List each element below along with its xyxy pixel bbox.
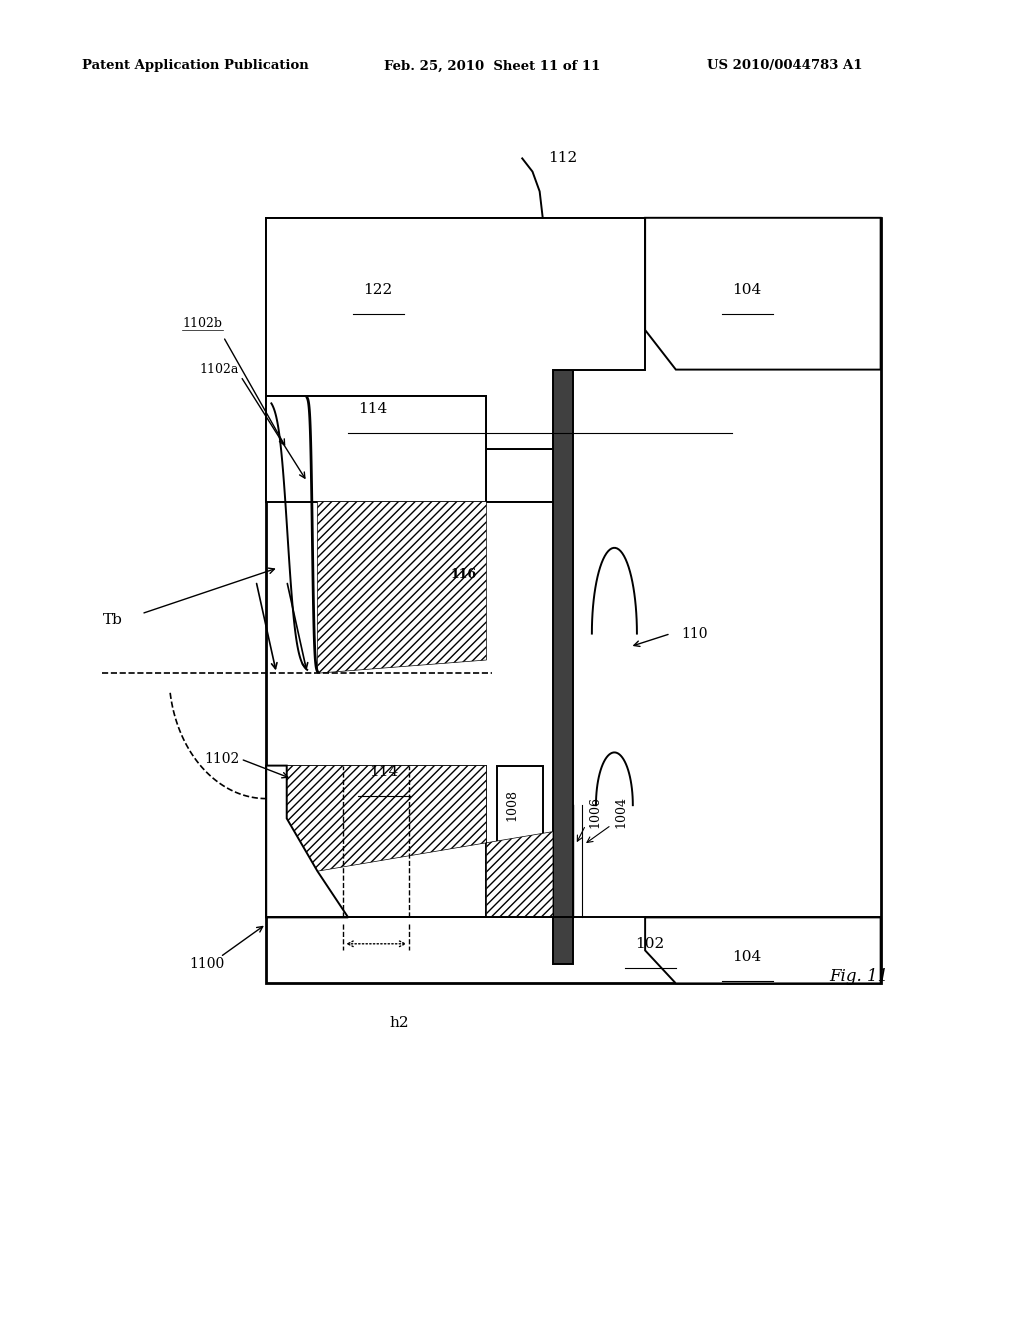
Polygon shape (287, 766, 553, 917)
Text: Fig. 11: Fig. 11 (829, 969, 889, 985)
Polygon shape (266, 396, 486, 502)
Polygon shape (266, 218, 645, 449)
Polygon shape (486, 449, 553, 502)
Text: 110: 110 (681, 627, 708, 640)
Text: Patent Application Publication: Patent Application Publication (82, 59, 308, 73)
Polygon shape (317, 502, 553, 673)
Text: 114: 114 (369, 766, 398, 779)
Text: Tb: Tb (102, 614, 122, 627)
Text: 1102a: 1102a (200, 363, 239, 376)
Text: US 2010/0044783 A1: US 2010/0044783 A1 (707, 59, 862, 73)
Bar (266, 218, 881, 983)
Text: 114: 114 (358, 403, 388, 416)
Bar (497, 766, 543, 917)
Text: 1008: 1008 (506, 789, 519, 821)
Text: 122: 122 (364, 284, 393, 297)
Text: 102: 102 (635, 937, 665, 950)
Text: 1100: 1100 (189, 957, 224, 970)
Text: 116: 116 (451, 568, 477, 581)
Text: 1102b: 1102b (182, 317, 222, 330)
Polygon shape (645, 917, 881, 983)
Text: h2: h2 (389, 1016, 409, 1030)
Text: 1102: 1102 (205, 752, 240, 766)
Text: 1004: 1004 (614, 796, 628, 828)
Text: 104: 104 (732, 284, 762, 297)
Polygon shape (266, 766, 486, 917)
Polygon shape (645, 218, 881, 370)
Bar (553, 370, 573, 964)
Text: Feb. 25, 2010  Sheet 11 of 11: Feb. 25, 2010 Sheet 11 of 11 (384, 59, 600, 73)
Polygon shape (266, 766, 348, 917)
Text: 104: 104 (732, 950, 762, 964)
Text: 112: 112 (548, 152, 578, 165)
Text: 1006: 1006 (589, 796, 602, 828)
